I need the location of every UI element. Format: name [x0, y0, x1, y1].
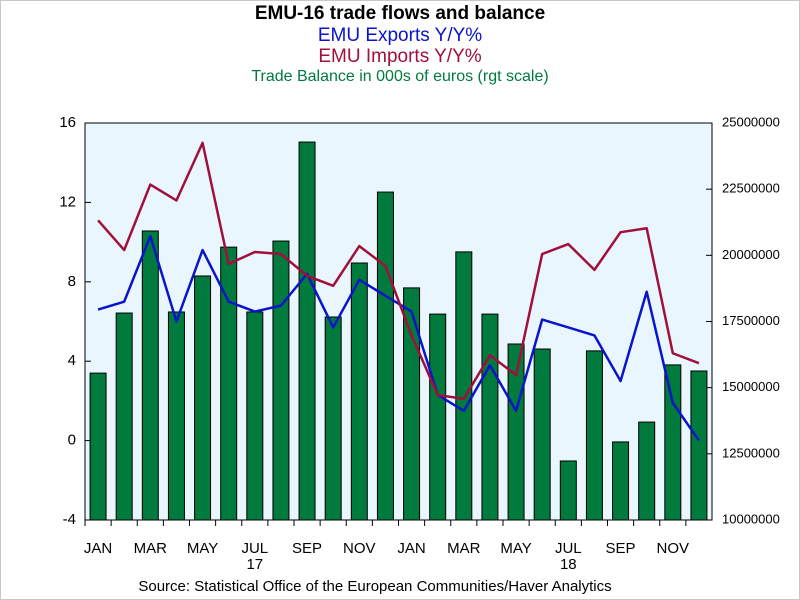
y-tick-label: 4: [68, 352, 76, 369]
bar: [89, 372, 107, 521]
bar: [481, 313, 499, 521]
bar: [429, 313, 447, 521]
y2-tick-label: 20000000: [722, 247, 780, 262]
bar: [272, 240, 290, 521]
x-tick-label: MAR: [447, 540, 481, 557]
chart-title: EMU-16 trade flows and balance: [255, 3, 545, 24]
x-tick-label: SEP: [292, 540, 322, 557]
y2-tick-label: 10000000: [722, 511, 780, 526]
bar: [194, 275, 212, 521]
x-tick-label: JUL: [555, 540, 582, 557]
bar: [533, 348, 551, 521]
y-tick-label: 12: [59, 193, 76, 210]
y2-tick-label: 17500000: [722, 313, 780, 328]
legend-entry: Trade Balance in 000s of euros (rgt scal…: [251, 68, 548, 85]
bar: [246, 311, 264, 521]
x-tick-label: MAR: [134, 540, 168, 557]
x-tick-label: NOV: [657, 540, 690, 557]
bar: [690, 370, 708, 521]
plot-area: [85, 123, 712, 520]
x-tick-label: SEP: [606, 540, 636, 557]
bar: [585, 350, 603, 521]
bar: [141, 230, 159, 521]
y-tick-label: 8: [68, 273, 76, 290]
x-tick-label: MAY: [187, 540, 218, 557]
bar: [324, 316, 342, 521]
x-tick-label: JAN: [84, 540, 112, 557]
bar: [559, 460, 577, 521]
y-tick-label: 16: [59, 114, 76, 131]
legend-entry: EMU Exports Y/Y%: [318, 25, 482, 46]
year-label: 17: [246, 556, 263, 573]
bar: [167, 311, 185, 521]
y-tick-label: 0: [68, 432, 76, 449]
bar: [350, 262, 368, 521]
x-tick-label: NOV: [343, 540, 376, 557]
bar: [638, 421, 656, 521]
x-tick-label: JUL: [241, 540, 268, 557]
x-tick-label: MAY: [500, 540, 531, 557]
source-note: Source: Statistical Office of the Europe…: [138, 578, 611, 595]
bar: [664, 364, 682, 521]
bar: [455, 251, 473, 521]
y2-tick-label: 25000000: [722, 114, 780, 129]
bar: [298, 141, 316, 521]
y2-tick-label: 22500000: [722, 181, 780, 196]
bar: [612, 441, 630, 521]
bar: [376, 191, 394, 521]
y2-tick-label: 15000000: [722, 379, 780, 394]
bar: [115, 312, 133, 521]
legend-entry: EMU Imports Y/Y%: [318, 46, 481, 67]
y-tick-label: -4: [63, 511, 76, 528]
year-label: 18: [560, 556, 577, 573]
x-tick-label: JAN: [397, 540, 425, 557]
plot-border: [84, 122, 713, 521]
y2-tick-label: 12500000: [722, 445, 780, 460]
line-series: [97, 141, 700, 401]
